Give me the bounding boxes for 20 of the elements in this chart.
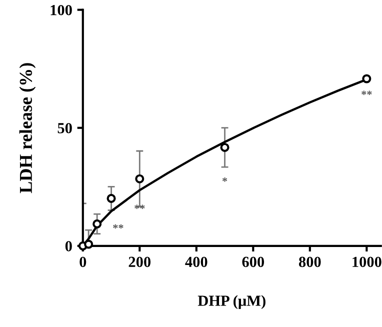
point [84,240,94,249]
x-axis-title: DHP (μM) [198,295,266,310]
point [135,174,144,184]
y-tick-label: 100 [50,4,72,16]
y-axis-title: LDH release (%) [19,63,36,194]
annotation: ** [113,224,124,229]
point [92,219,102,228]
point [220,142,230,152]
point [106,194,116,203]
x-tick-label: 0 [80,256,86,268]
point [362,74,372,84]
y-tick-label: 50 [58,123,72,134]
x-tick-label: 600 [242,256,264,268]
x-tick-label: 1000 [352,256,382,268]
y-tick-label: 0 [65,241,72,252]
x-tick-label: 200 [128,256,151,268]
x-tick-label: 400 [185,256,208,268]
annotation: * [222,178,228,182]
x-tick-label: 800 [298,256,321,268]
annotation: ** [362,90,372,95]
